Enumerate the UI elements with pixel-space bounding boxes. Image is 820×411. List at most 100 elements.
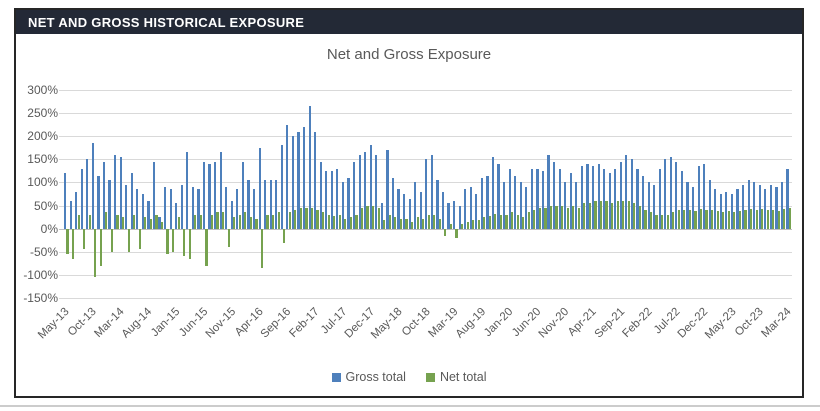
x-axis-label: Feb-22 [620, 305, 655, 341]
bar-gross-total [225, 187, 228, 229]
x-axis-label: Nov-15 [203, 305, 238, 341]
bar-gross-total [402, 194, 406, 229]
bar-net-total [405, 219, 408, 229]
bar-net-total [594, 200, 597, 229]
bar-gross-total [464, 189, 467, 229]
bar-net-total [661, 214, 664, 229]
bar-gross-total [653, 184, 656, 229]
bar-net-total [177, 217, 180, 229]
bar-net-total [249, 217, 252, 229]
bar-net-total [66, 228, 69, 255]
plot-area: May-13 Oct-13 Mar-14 Aug-14 Jan-15 Jun-15 Nov-… [36, 90, 794, 341]
bar-net-total [110, 228, 114, 252]
bar-gross-total [491, 157, 495, 229]
bar-gross-total [197, 189, 200, 229]
bar-gross-total [230, 200, 233, 229]
bar-net-total [510, 212, 514, 229]
bar-gross-total [364, 152, 367, 229]
legend-label: Net total [439, 370, 487, 384]
y-axis-label: 150% [27, 152, 58, 167]
bar-net-total [638, 205, 641, 229]
bar-net-total [788, 207, 792, 229]
bar-gross-total [169, 189, 172, 229]
bar-net-total [733, 212, 736, 229]
legend-item-net-total: Net total [425, 370, 487, 384]
bar-net-total [155, 214, 158, 229]
bar-net-total [194, 214, 197, 229]
bar-net-total [416, 217, 419, 229]
bar-gross-total [347, 177, 350, 229]
bar-gross-total [91, 143, 94, 229]
bar-net-total [222, 212, 225, 229]
bar-net-total [144, 217, 147, 229]
bar-gross-total [603, 168, 606, 229]
bar-net-total [627, 200, 630, 229]
bar-net-total [377, 207, 380, 229]
bar-gross-total [414, 182, 417, 229]
y-axis-label: -50% [29, 244, 58, 259]
bar-gross-total [569, 173, 572, 229]
bar-net-total [477, 220, 480, 229]
bar-net-total [727, 211, 730, 229]
bar-gross-total [758, 184, 761, 229]
x-axis-label: Jan-20 [482, 305, 516, 340]
bar-gross-total [675, 161, 678, 229]
bar-gross-total [647, 182, 650, 229]
bar-gross-total [725, 191, 728, 229]
x-axis-label: May-13 [35, 305, 72, 342]
chart-legend: Gross total Net total [16, 370, 802, 384]
bar-gross-total [480, 177, 483, 229]
bar-net-total [572, 205, 575, 229]
y-axis-label: 0% [40, 221, 58, 236]
bar-net-total [83, 228, 86, 250]
bar-net-total [316, 210, 319, 229]
bar-gross-total [408, 198, 411, 229]
bar-net-total [666, 214, 669, 229]
y-axis-label: 250% [27, 106, 58, 121]
bar-gross-total [108, 180, 111, 229]
bar-gross-total [586, 163, 589, 229]
bar-net-total [322, 212, 325, 229]
bar-gross-total [325, 170, 328, 229]
bar-gross-total [252, 189, 256, 229]
y-axis-label: 200% [27, 129, 58, 144]
bar-gross-total [564, 182, 567, 229]
bar-net-total [494, 213, 497, 229]
bar-gross-total [525, 187, 528, 229]
bar-gross-total [697, 166, 700, 229]
bar-gross-total [514, 175, 517, 229]
bar-net-total [516, 214, 519, 229]
bar-net-total [544, 207, 547, 229]
x-axis-label: Sep-16 [258, 305, 294, 341]
bar-gross-total [536, 168, 539, 229]
bar-gross-total [741, 184, 745, 229]
bar-gross-total [136, 189, 139, 229]
bar-net-total [394, 217, 397, 229]
bar-gross-total [680, 170, 684, 229]
bar-gross-total [308, 106, 311, 229]
bar-gross-total [436, 180, 439, 229]
bar-gross-total [380, 203, 383, 229]
bar-net-total [166, 228, 169, 255]
bar-net-total [349, 217, 352, 229]
bar-gross-total [597, 163, 600, 229]
bar-net-total [555, 205, 558, 229]
bar-net-total [410, 221, 414, 229]
bar-gross-total [775, 187, 778, 229]
x-axis-label: Feb-17 [287, 305, 322, 341]
bar-gross-total [358, 154, 361, 229]
bar-gross-total [86, 159, 89, 229]
bar-net-total [244, 212, 247, 229]
bar-gross-total [97, 175, 100, 229]
bar-net-total [533, 210, 536, 229]
bar-net-total [71, 228, 75, 259]
bar-net-total [699, 209, 703, 229]
bar-gross-total [658, 168, 661, 229]
bar-gross-total [730, 194, 734, 229]
bar-gross-total [314, 131, 317, 229]
bar-net-total [383, 220, 386, 229]
bar-gross-total [575, 182, 578, 229]
bar-gross-total [614, 168, 617, 229]
bar-net-total [622, 200, 625, 229]
bar-gross-total [519, 182, 522, 229]
